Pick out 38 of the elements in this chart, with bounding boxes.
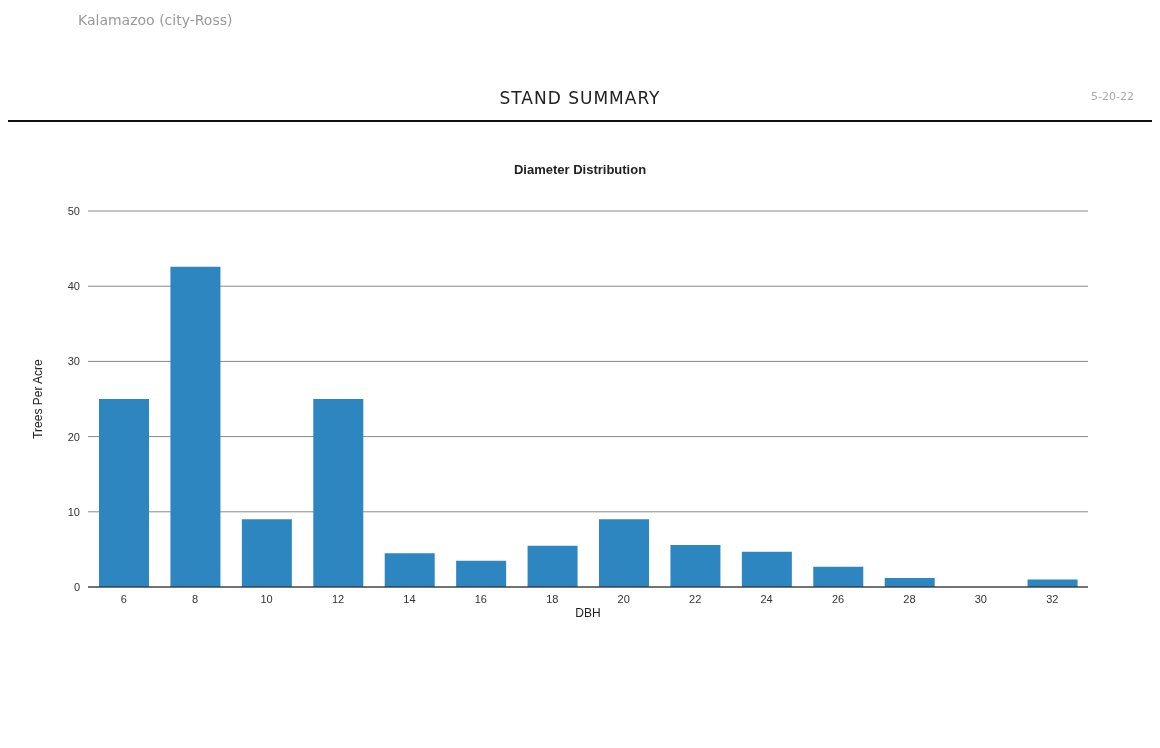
chart-title: Diameter Distribution: [512, 162, 648, 177]
x-tick-label: 18: [546, 592, 559, 605]
y-tick-label: 0: [73, 580, 80, 593]
y-tick-label: 20: [67, 430, 80, 443]
x-tick-label: 30: [974, 592, 987, 605]
bar: [527, 545, 578, 587]
y-tick-label: 10: [67, 505, 80, 518]
text: Kalamazoo (city-Ross): [77, 11, 234, 30]
y-tick-label: 50: [67, 204, 80, 217]
x-tick-label: 22: [689, 592, 702, 605]
bar: [456, 560, 507, 587]
text: 5-20-22: [1091, 90, 1134, 103]
x-tick-label: 6: [120, 592, 127, 605]
x-tick-label: 8: [192, 592, 199, 605]
bar: [313, 399, 364, 587]
x-tick-label: 32: [1046, 592, 1059, 605]
bar: [241, 519, 292, 587]
bar: [813, 566, 864, 587]
bar: [170, 266, 221, 587]
x-axis-title: DBH: [575, 606, 601, 620]
x-tick-label: 10: [260, 592, 273, 605]
x-tick-label: 14: [403, 592, 416, 605]
y-tick-label: 40: [67, 280, 80, 293]
x-tick-label: 26: [831, 592, 845, 605]
x-tick-label: 20: [617, 592, 630, 605]
y-axis-title: Trees Per Acre: [31, 358, 46, 439]
bar: [384, 553, 435, 587]
bar: [599, 519, 649, 587]
bar: [1027, 579, 1078, 587]
bar: [670, 544, 721, 587]
x-tick-label: 28: [903, 592, 916, 605]
x-tick-label: 12: [331, 592, 345, 605]
y-tick-label: 30: [67, 355, 80, 368]
bar: [741, 551, 792, 587]
text: STAND SUMMARY: [499, 88, 661, 108]
x-tick-label: 24: [760, 592, 773, 605]
bar: [99, 399, 149, 587]
x-tick-label: 16: [474, 592, 487, 605]
